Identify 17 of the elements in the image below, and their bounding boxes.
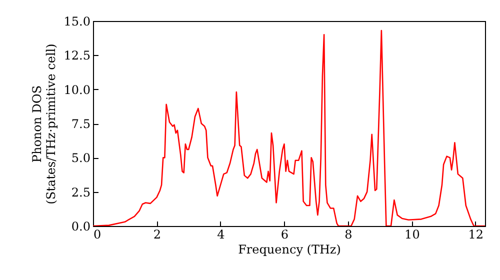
- x-tick-label: 0: [94, 228, 102, 242]
- y-tick-label: 10.0: [64, 82, 90, 97]
- y-tick-label: 5.0: [71, 151, 90, 166]
- y-tick-label: 12.5: [64, 48, 90, 63]
- y-tick-label: 7.5: [71, 117, 90, 131]
- line-series: [93, 30, 485, 226]
- x-tick-label: 4: [217, 228, 226, 242]
- y-axis-title: Phonon DOS (States/THz·primitive cell): [30, 44, 58, 204]
- x-tick-label: 12: [468, 228, 484, 242]
- x-tick-label: 8: [344, 228, 352, 242]
- x-tick-label: 6: [280, 228, 289, 242]
- x-tick-label: 2: [153, 228, 162, 242]
- x-axis-title: Frequency (THz): [238, 242, 341, 256]
- x-tick-label: 10: [404, 228, 420, 242]
- y-tick-label: 2.5: [71, 185, 90, 200]
- y-tick-label: 15.0: [64, 14, 90, 28]
- y-tick-label: 0.0: [71, 220, 90, 234]
